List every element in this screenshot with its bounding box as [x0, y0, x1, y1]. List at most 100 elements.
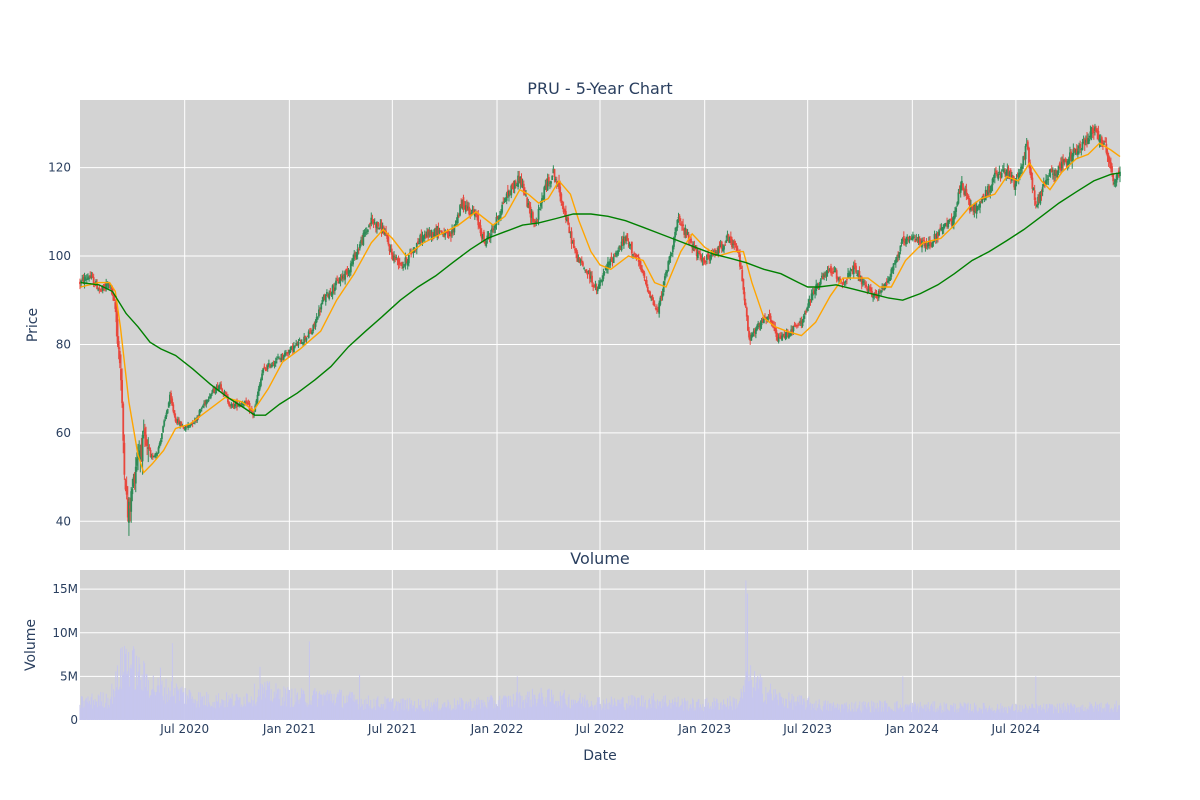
candle-body — [633, 253, 636, 255]
volume-bar — [492, 697, 494, 720]
volume-bar — [746, 593, 748, 720]
volume-bar — [1050, 705, 1052, 720]
volume-bar — [284, 688, 286, 720]
volume-bar — [864, 701, 866, 720]
candle-body — [478, 223, 481, 228]
volume-bar — [184, 687, 186, 720]
candle-body — [1067, 158, 1070, 164]
candle-body — [286, 353, 288, 355]
volume-bar — [901, 707, 903, 720]
volume-bar — [527, 697, 529, 720]
candle-body — [199, 409, 202, 412]
volume-bar — [80, 708, 82, 720]
candle-body — [249, 409, 252, 411]
volume-bar — [210, 706, 212, 720]
volume-bar — [710, 705, 712, 720]
volume-bar — [1118, 705, 1120, 720]
candle-body — [863, 281, 865, 283]
volume-bar — [865, 707, 867, 720]
volume-bar — [476, 698, 478, 720]
volume-bar — [891, 709, 893, 720]
candle-body — [813, 290, 815, 295]
volume-bar — [634, 697, 636, 720]
volume-bar — [343, 703, 345, 720]
candle-body — [233, 404, 236, 407]
volume-bar — [759, 673, 761, 720]
candle-body — [431, 232, 434, 237]
volume-bar — [739, 697, 741, 720]
volume-bar — [323, 693, 325, 720]
volume-bar — [750, 665, 752, 720]
volume-bar — [409, 698, 411, 720]
candle-body — [541, 198, 543, 204]
candle-body — [485, 240, 488, 247]
candle-body — [455, 220, 458, 224]
volume-bar — [134, 690, 136, 720]
volume-bar — [615, 706, 617, 720]
candle-body — [533, 219, 535, 222]
candle-body — [191, 421, 194, 425]
volume-bar — [616, 706, 618, 720]
candle-body — [1105, 143, 1108, 153]
candle-body — [321, 300, 324, 305]
volume-bar — [918, 712, 920, 720]
candle-body — [1040, 192, 1043, 195]
volume-bar — [120, 688, 122, 720]
volume-bar — [945, 704, 947, 720]
volume-bar — [247, 701, 249, 720]
candle-body — [247, 402, 250, 405]
candle-body — [594, 285, 597, 287]
volume-bar — [230, 699, 232, 720]
candle-body — [963, 189, 966, 195]
candle-body — [741, 269, 744, 282]
candle-body — [907, 236, 910, 239]
candle-body — [353, 253, 356, 259]
volume-bar — [926, 704, 928, 720]
volume-bar — [285, 706, 287, 720]
volume-bar — [1066, 711, 1068, 720]
volume-bar — [660, 708, 662, 720]
volume-bar — [799, 704, 801, 720]
volume-bar — [1079, 712, 1081, 720]
candle-body — [1054, 169, 1057, 176]
volume-bar — [954, 711, 956, 720]
volume-bar — [847, 712, 849, 720]
candle-body — [379, 223, 382, 228]
candle-body — [1001, 169, 1004, 171]
volume-bar — [666, 706, 668, 720]
candle-body — [200, 408, 203, 410]
volume-bar — [900, 708, 902, 720]
candle-body — [167, 402, 170, 408]
volume-bar — [320, 694, 322, 720]
volume-bar — [680, 705, 682, 720]
volume-bar — [798, 695, 800, 720]
volume-bar — [930, 705, 932, 720]
volume-bar — [277, 688, 279, 720]
volume-bar — [770, 693, 772, 720]
candle-body — [198, 410, 201, 417]
volume-bar — [719, 703, 721, 720]
volume-bar — [1059, 707, 1061, 720]
candle-body — [526, 197, 529, 207]
volume-bar — [519, 695, 521, 720]
volume-bar — [567, 697, 569, 720]
candle-body — [529, 206, 532, 218]
candle-body — [846, 279, 848, 281]
candle-body — [1003, 169, 1005, 173]
volume-bar — [976, 710, 978, 720]
volume-bar — [501, 704, 503, 720]
candle-body — [1073, 148, 1076, 152]
candle-body — [577, 257, 580, 262]
candle-body — [566, 218, 568, 222]
volume-bar — [917, 703, 919, 720]
candle-body — [1070, 151, 1072, 160]
volume-bar — [958, 708, 960, 720]
volume-bar — [142, 690, 144, 720]
candle-body — [567, 217, 570, 225]
candle-body — [1046, 179, 1049, 181]
candle-body — [729, 236, 732, 241]
candle-body — [364, 232, 367, 234]
volume-bar — [657, 705, 659, 720]
volume-bar — [809, 704, 811, 720]
candle-body — [335, 280, 337, 286]
